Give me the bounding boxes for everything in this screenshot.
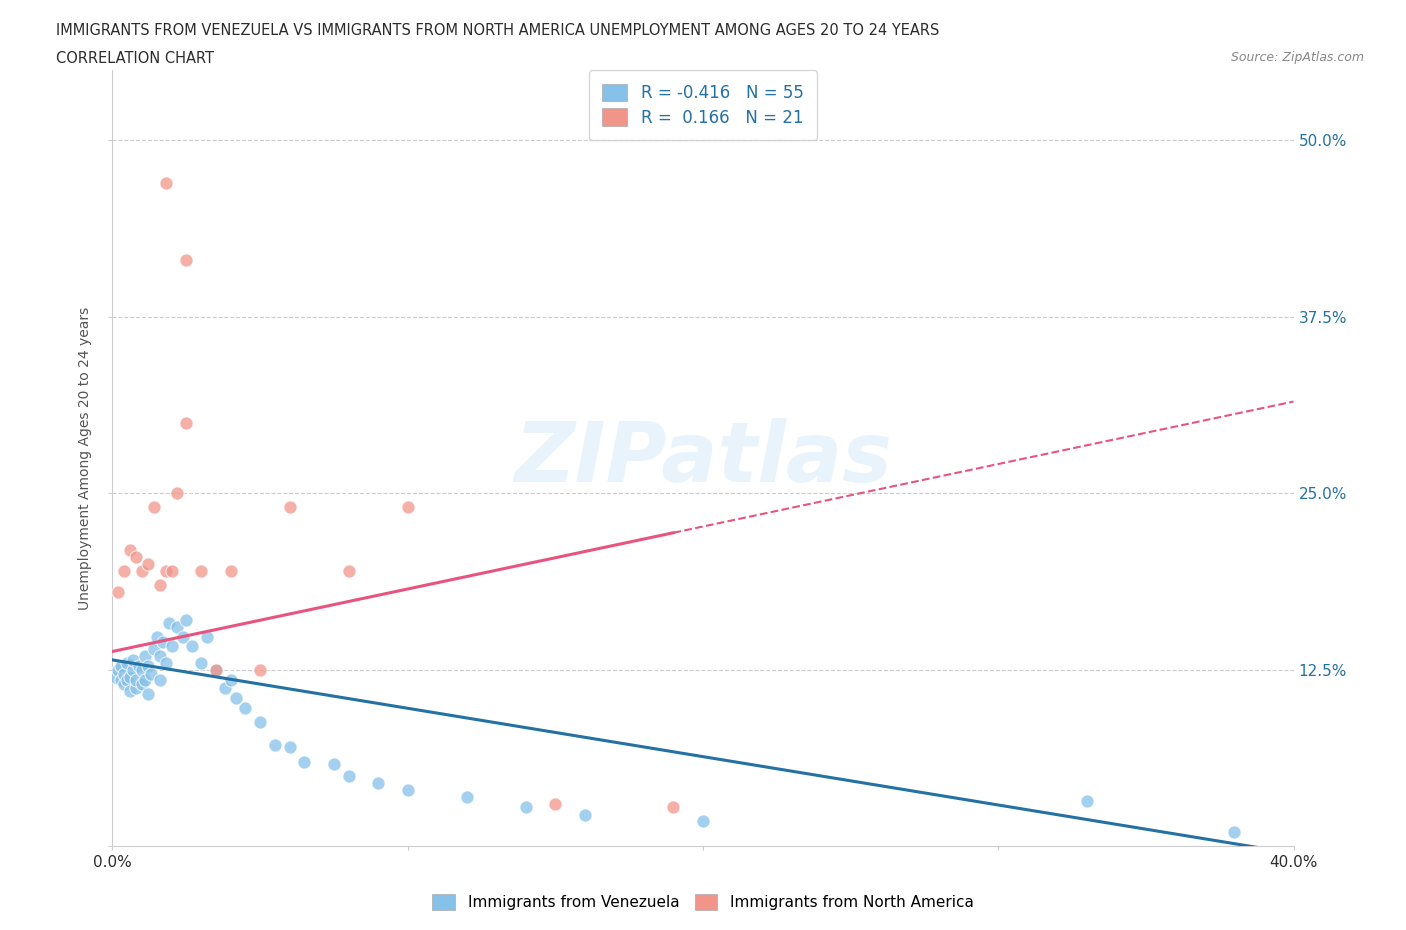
Point <box>120 684 142 698</box>
Point <box>146 630 169 644</box>
Point <box>110 672 132 687</box>
Point <box>131 662 153 677</box>
Point <box>219 672 242 687</box>
Point <box>214 681 236 696</box>
Point <box>125 550 148 565</box>
Point <box>195 630 218 644</box>
Point <box>155 564 177 578</box>
Point <box>117 656 138 671</box>
Point <box>149 672 172 687</box>
Point <box>396 500 419 515</box>
Point <box>125 681 148 696</box>
Point <box>136 658 159 673</box>
Point <box>172 630 194 644</box>
Legend: Immigrants from Venezuela, Immigrants from North America: Immigrants from Venezuela, Immigrants fr… <box>425 886 981 918</box>
Point <box>190 656 212 671</box>
Point <box>249 714 271 729</box>
Point <box>456 790 478 804</box>
Text: CORRELATION CHART: CORRELATION CHART <box>56 51 214 66</box>
Point <box>122 662 145 677</box>
Text: ZIPatlas: ZIPatlas <box>515 418 891 498</box>
Point <box>1223 825 1246 840</box>
Point <box>149 648 172 663</box>
Point <box>396 782 419 797</box>
Point <box>142 500 165 515</box>
Point <box>104 670 127 684</box>
Point <box>131 564 153 578</box>
Point <box>136 686 159 701</box>
Point <box>112 667 135 682</box>
Point <box>367 776 389 790</box>
Point <box>160 564 183 578</box>
Point <box>278 740 301 755</box>
Point <box>544 796 567 811</box>
Point <box>122 653 145 668</box>
Point <box>574 808 596 823</box>
Point <box>515 799 537 814</box>
Point <box>155 175 177 190</box>
Point <box>219 564 242 578</box>
Point <box>166 620 188 635</box>
Point <box>166 485 188 500</box>
Point <box>225 691 247 706</box>
Point <box>174 416 197 431</box>
Point <box>128 658 150 673</box>
Point <box>1076 793 1098 808</box>
Point <box>139 667 162 682</box>
Point <box>190 564 212 578</box>
Point <box>134 648 156 663</box>
Point <box>120 542 142 557</box>
Point <box>278 500 301 515</box>
Point <box>174 613 197 628</box>
Point <box>233 700 256 715</box>
Text: Source: ZipAtlas.com: Source: ZipAtlas.com <box>1230 51 1364 64</box>
Point <box>112 564 135 578</box>
Point <box>142 641 165 656</box>
Point <box>152 634 174 649</box>
Point <box>160 638 183 653</box>
Point <box>120 670 142 684</box>
Point <box>107 662 129 677</box>
Point <box>107 585 129 600</box>
Point <box>337 768 360 783</box>
Point <box>249 662 271 677</box>
Y-axis label: Unemployment Among Ages 20 to 24 years: Unemployment Among Ages 20 to 24 years <box>79 306 93 610</box>
Point <box>155 656 177 671</box>
Point <box>205 662 228 677</box>
Point <box>174 253 197 268</box>
Text: IMMIGRANTS FROM VENEZUELA VS IMMIGRANTS FROM NORTH AMERICA UNEMPLOYMENT AMONG AG: IMMIGRANTS FROM VENEZUELA VS IMMIGRANTS … <box>56 23 939 38</box>
Point <box>110 658 132 673</box>
Point <box>205 662 228 677</box>
Point <box>131 676 153 691</box>
Point <box>112 676 135 691</box>
Point <box>125 672 148 687</box>
Point <box>157 616 180 631</box>
Point <box>337 564 360 578</box>
Point <box>149 578 172 592</box>
Point <box>323 757 346 772</box>
Point <box>662 799 685 814</box>
Point <box>136 556 159 571</box>
Point <box>134 672 156 687</box>
Point <box>692 814 714 829</box>
Point <box>264 737 287 752</box>
Point <box>117 672 138 687</box>
Point <box>181 638 204 653</box>
Point <box>292 754 315 769</box>
Legend: R = -0.416   N = 55, R =  0.166   N = 21: R = -0.416 N = 55, R = 0.166 N = 21 <box>589 71 817 140</box>
